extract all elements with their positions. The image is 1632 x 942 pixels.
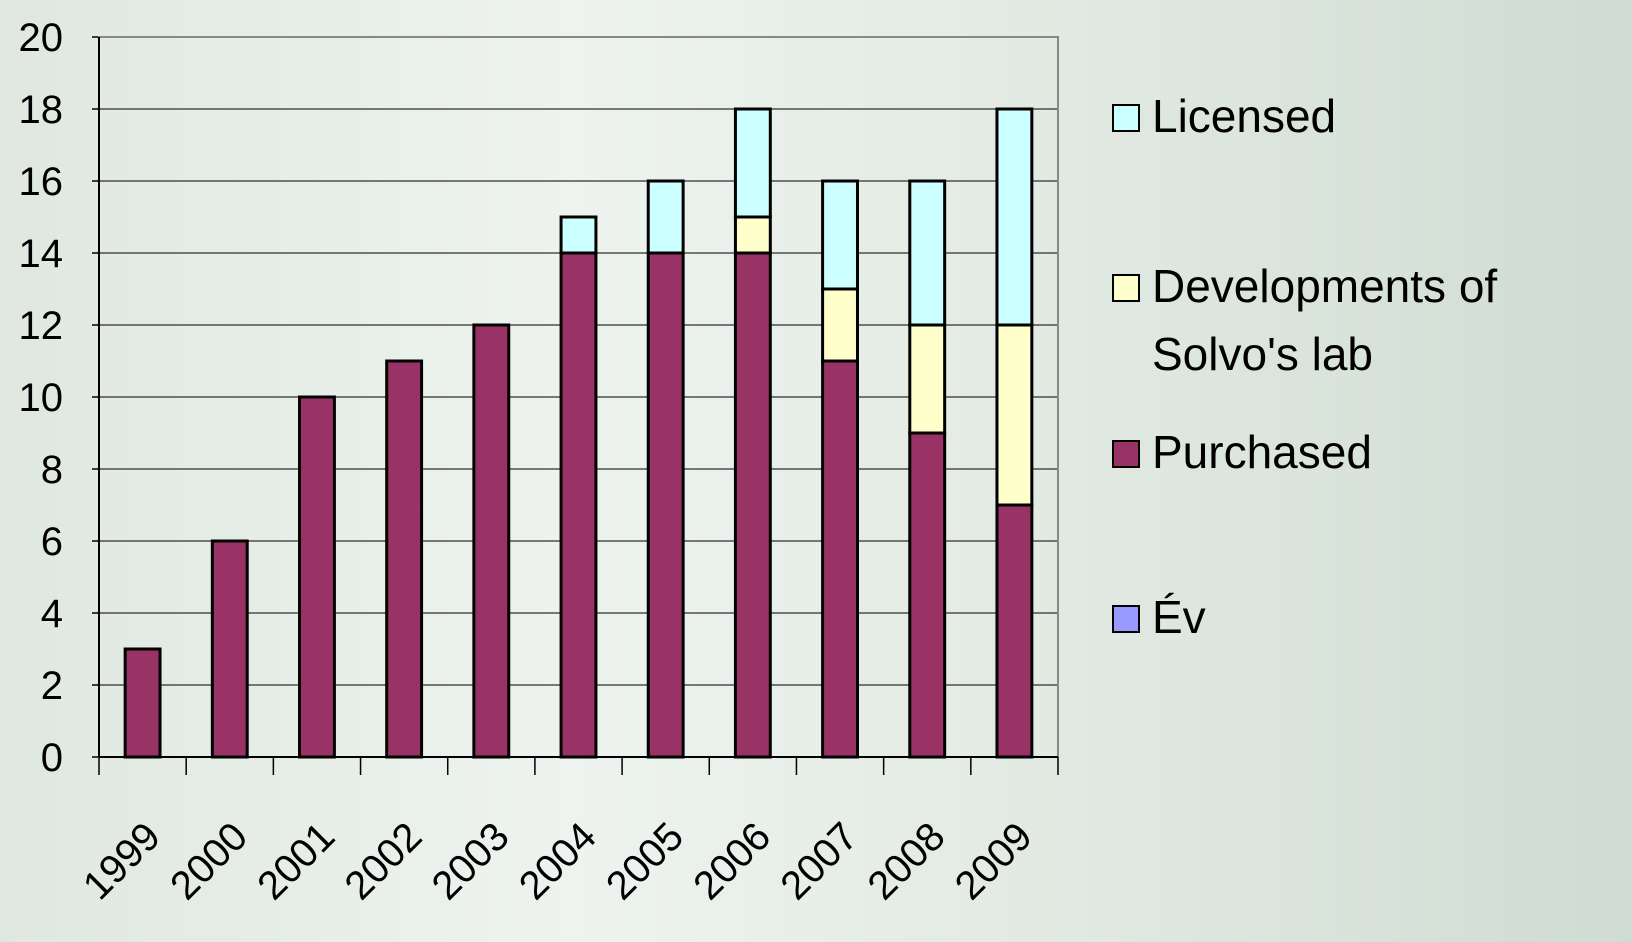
bar-segment [995,503,1034,759]
y-tick-label: 0 [41,736,63,780]
bar-segment [385,359,424,759]
x-tick-label: 2000 [162,814,256,908]
bar-segment [733,107,772,219]
legend-label: Purchased [1152,426,1372,478]
legend-label: Licensed [1152,90,1337,142]
y-tick-label: 18 [19,88,64,132]
bar-segment [210,539,249,759]
y-tick-label: 2 [41,664,63,708]
bar-segment [908,323,947,435]
legend-swatch [1112,605,1140,633]
legend-item: Developments of Solvo's lab [1112,252,1632,388]
x-tick-label: 2005 [598,814,692,908]
x-tick-label: 2001 [249,814,343,908]
x-tick-label: 2008 [860,814,954,908]
legend-item: Év [1112,583,1632,651]
bar-segment [559,251,598,759]
legend-label: Év [1152,591,1206,643]
y-tick-label: 8 [41,448,63,492]
bar-segment [733,251,772,759]
bar-segment [821,359,859,759]
x-tick-label: 2009 [947,814,1041,908]
legend-label: Developments of Solvo's lab [1152,260,1498,380]
bar-segment [908,179,947,327]
x-tick-label: 1999 [75,814,169,908]
x-tick-label: 2004 [511,814,605,908]
y-tick-label: 6 [41,520,63,564]
x-tick-label: 2003 [424,814,518,908]
y-tick-label: 12 [19,304,64,348]
bar-segment [995,107,1034,327]
y-tick-label: 16 [19,160,64,204]
legend-swatch [1112,440,1140,468]
y-tick-label: 4 [41,592,63,636]
bar-segment [821,179,859,291]
legend-item: Purchased [1112,418,1632,486]
legend-item: Licensed [1112,82,1632,150]
legend-swatch [1112,104,1140,132]
bar-segment [733,215,772,255]
bar-segment [821,287,859,363]
bar-segment [472,323,511,759]
x-tick-label: 2007 [772,814,866,908]
bar-segment [298,395,336,759]
y-tick-label: 20 [19,16,64,60]
legend-swatch [1112,274,1140,302]
bar-segment [123,647,162,759]
bar-segment [646,251,685,759]
bar-segment [995,323,1034,507]
y-tick-label: 14 [19,232,64,276]
x-tick-label: 2002 [336,814,430,908]
bar-segment [646,179,685,255]
bar-segment [908,431,947,759]
y-tick-label: 10 [19,376,64,420]
bar-segment [559,215,598,255]
x-tick-label: 2006 [685,814,779,908]
